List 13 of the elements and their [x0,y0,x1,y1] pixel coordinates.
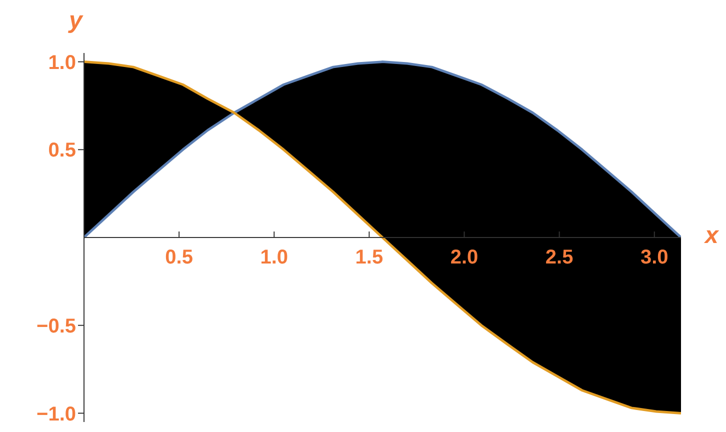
x-tick-label: 2.5 [545,246,574,268]
x-tick-label: 3.0 [640,246,668,268]
line-series [84,60,681,239]
x-tick-label: 2.0 [450,246,478,268]
y-tick-label: −1.0 [36,403,76,426]
y-axis-title: y [69,7,82,35]
x-axis-title: x [705,222,718,250]
y-tick-label: 1.0 [48,52,76,74]
x-tick-label: 0.5 [165,246,193,268]
y-tick-label: 0.5 [48,140,76,162]
x-tick-label: 1.0 [260,246,288,268]
y-tick-label: −0.5 [36,315,76,338]
x-tick-label: 1.5 [355,246,384,268]
